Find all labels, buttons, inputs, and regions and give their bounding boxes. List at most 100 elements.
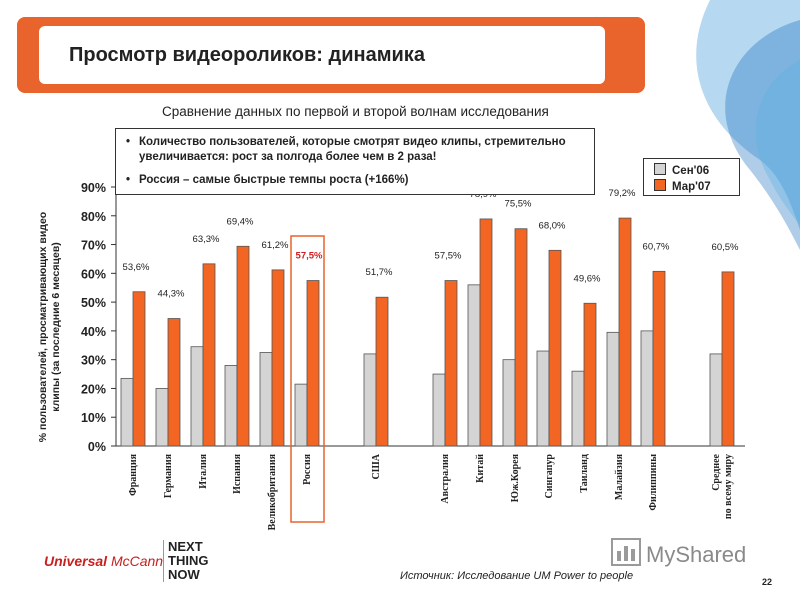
bar-mar07 [479, 218, 493, 447]
bar-mar07 [167, 318, 181, 447]
category-label: Сингапур [544, 454, 555, 499]
next-thing-now-logo: NEXT THING NOW [163, 540, 208, 582]
bar-mar07 [652, 270, 666, 447]
data-label: 63,3% [193, 234, 220, 245]
bar-mar07 [236, 245, 250, 447]
bullet-box: • Количество пользователей, которые смот… [115, 128, 595, 195]
bar-mar07 [306, 280, 320, 447]
chart-legend: Сен'06 Мар'07 [643, 158, 740, 196]
y-tick-label: 30% [81, 354, 106, 368]
bar-sep06 [224, 365, 238, 447]
data-label: 69,4% [227, 216, 254, 227]
bar-mar07 [583, 302, 597, 447]
data-label: 57,5% [435, 251, 462, 262]
category-label: Италия [198, 453, 209, 488]
data-label: 49,6% [574, 273, 601, 284]
data-label: 79,2% [609, 188, 636, 199]
data-label: 51,7% [366, 267, 393, 278]
y-tick-label: 40% [81, 325, 106, 339]
legend-item-sep06: Сен'06 [654, 163, 709, 177]
category-label: Великобритания [267, 453, 278, 530]
bar-mar07 [514, 228, 528, 447]
data-label: 53,6% [123, 262, 150, 273]
bullet-text: Россия – самые быстрые темпы роста (+166… [139, 174, 409, 186]
bar-mar07 [202, 263, 216, 447]
data-label: 75,5% [505, 199, 532, 210]
y-tick-label: 60% [81, 267, 106, 281]
bullet-marker: • [126, 136, 131, 148]
data-label: 61,2% [262, 240, 289, 251]
y-tick-label: 50% [81, 296, 106, 310]
logo-line: NEXT [168, 539, 203, 554]
bar-mar07 [548, 249, 562, 447]
bar-sep06 [190, 346, 204, 447]
bar-mar07 [271, 269, 285, 447]
data-label: 60,5% [712, 242, 739, 253]
category-label: Среднее [711, 453, 722, 490]
category-label: США [371, 453, 382, 479]
y-tick-label: 20% [81, 382, 106, 396]
data-label: 68,0% [539, 220, 566, 231]
bar-sep06 [467, 284, 481, 447]
logo-line: THING [168, 553, 209, 568]
category-label: Китай [475, 454, 486, 483]
category-label: Малайзия [614, 453, 625, 500]
bar-sep06 [120, 377, 134, 447]
category-label: Австралия [440, 453, 451, 503]
legend-swatch-grey [654, 163, 666, 175]
y-tick-label: 80% [81, 210, 106, 224]
data-label: 57,5% [296, 251, 323, 262]
bar-mar07 [444, 280, 458, 447]
myshared-logo-icon [611, 538, 641, 566]
bar-sep06 [155, 388, 169, 447]
source-note: Источник: Исследование UM Power to peopl… [400, 570, 634, 582]
bullet-item: • Количество пользователей, которые смот… [126, 135, 586, 165]
decorative-swoosh [696, 0, 800, 250]
bar-sep06 [432, 373, 446, 447]
slide-subtitle: Сравнение данных по первой и второй волн… [162, 104, 549, 119]
y-tick-label: 90% [81, 181, 106, 195]
title-panel: Просмотр видеороликов: динамика [39, 26, 605, 84]
category-label: Германия [163, 453, 174, 498]
bar-mar07 [618, 217, 632, 447]
bar-sep06 [502, 359, 516, 447]
legend-swatch-orange [654, 179, 666, 191]
myshared-watermark: MyShared [646, 542, 747, 567]
logo-word: McCann [110, 553, 164, 569]
page-number: 22 [762, 577, 773, 587]
category-label: Юж.Корея [510, 453, 521, 502]
bar-sep06 [259, 352, 273, 447]
title-bar: Просмотр видеороликов: динамика [17, 17, 645, 93]
logo-line: NOW [168, 567, 200, 582]
bar-mar07 [721, 271, 735, 447]
bar-sep06 [363, 353, 377, 447]
category-label: по всему миру [723, 454, 734, 519]
bar-mar07 [132, 291, 146, 447]
bullet-marker: • [126, 174, 131, 186]
y-tick-label: 10% [81, 411, 106, 425]
legend-label: Сен'06 [672, 165, 710, 177]
bar-mar07 [375, 296, 389, 447]
category-label: Россия [302, 453, 313, 484]
bar-sep06 [640, 330, 654, 447]
bar-sep06 [536, 350, 550, 447]
logo-word: Universal [44, 553, 108, 569]
data-label: 60,7% [643, 241, 670, 252]
slide-title: Просмотр видеороликов: динамика [69, 44, 425, 66]
bar-sep06 [294, 383, 308, 447]
bar-sep06 [709, 353, 723, 447]
bar-sep06 [571, 370, 585, 447]
category-label: Испания [232, 453, 243, 494]
data-label: 44,3% [158, 289, 185, 300]
bullet-item: • Россия – самые быстрые темпы роста (+1… [126, 173, 586, 188]
universal-mccann-logo: Universal McCann [44, 553, 163, 569]
category-label: Таиланд [579, 454, 590, 493]
y-tick-label: 0% [88, 440, 106, 454]
highlight-box-russia [290, 235, 325, 523]
legend-item-mar07: Мар'07 [654, 179, 711, 193]
category-label: Франция [128, 453, 139, 495]
y-tick-label: 70% [81, 239, 106, 253]
bullet-text: Количество пользователей, которые смотря… [139, 136, 566, 163]
y-axis-label: % пользователей, просматривающих видео к… [37, 211, 62, 443]
